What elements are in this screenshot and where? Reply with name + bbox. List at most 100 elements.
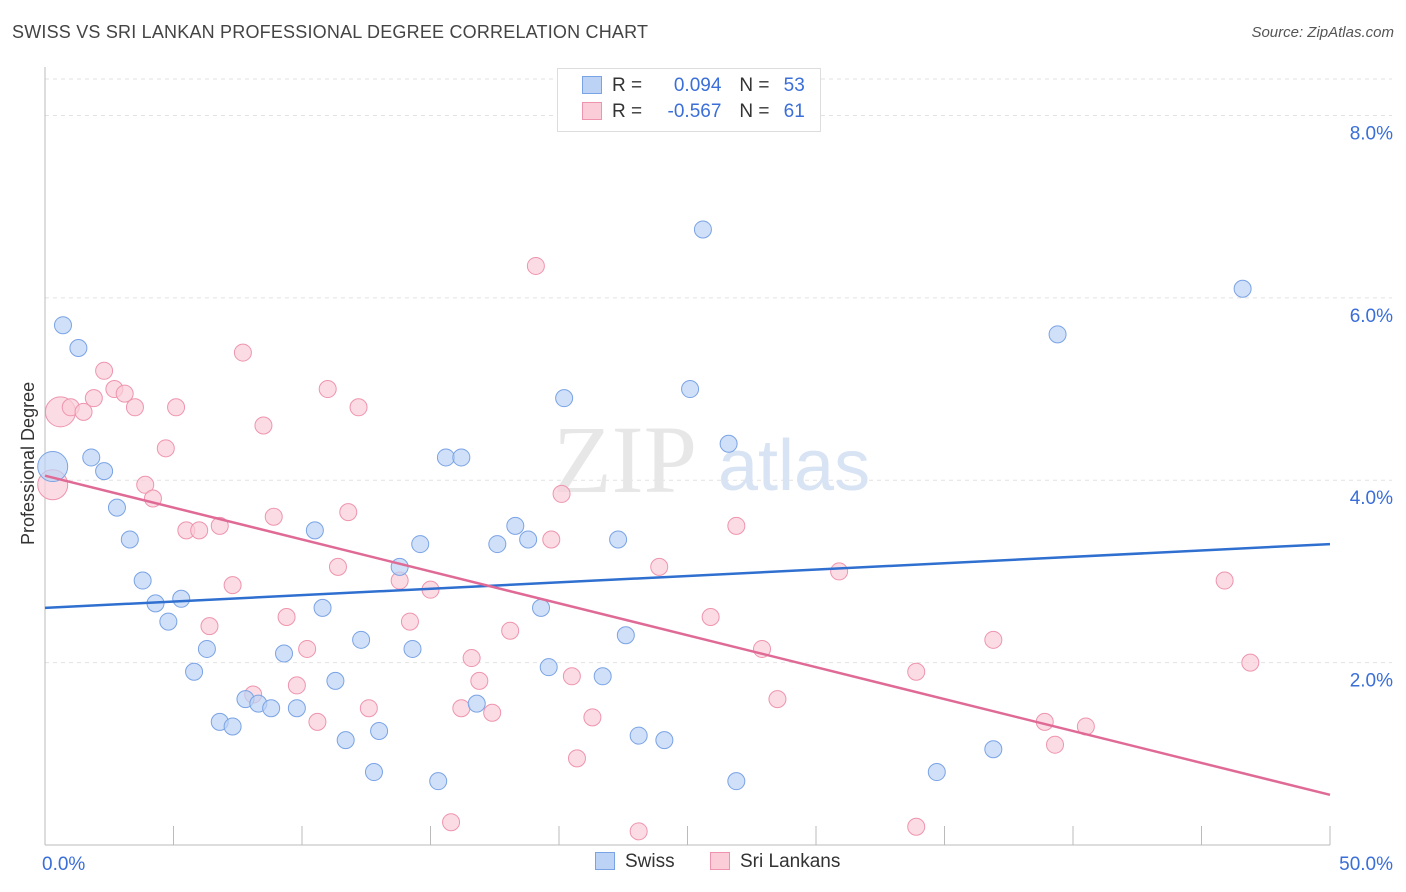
watermark-atlas: atlas <box>718 426 870 506</box>
n-value: 53 <box>783 75 805 96</box>
srilankan-point <box>233 343 252 362</box>
srilankan-point <box>136 475 155 494</box>
legend-item-swiss[interactable]: Swiss <box>595 851 675 873</box>
y-tick-label: 8.0% <box>1350 123 1393 144</box>
srilankan-point <box>277 608 296 627</box>
srilankan-point <box>830 562 849 581</box>
srilankan-point <box>318 380 337 399</box>
srilankan-point <box>254 416 273 435</box>
swiss-point <box>984 740 1003 759</box>
swiss-point <box>223 717 242 736</box>
swiss-points <box>37 220 1252 791</box>
correlation-legend: R = 0.094 N = 53 R = -0.567 N = 61 <box>557 68 821 132</box>
r-label: R = <box>612 101 643 122</box>
x-tick-label: 50.0% <box>1339 854 1393 875</box>
r-value: -0.567 <box>667 101 722 122</box>
srilankan-point <box>650 557 669 576</box>
swiss-trend-line <box>44 542 1331 610</box>
swiss-point <box>506 516 525 535</box>
swiss-point <box>629 726 648 745</box>
srilankan-point <box>701 608 720 627</box>
y-tick-label: 2.0% <box>1350 671 1393 692</box>
swiss-point <box>287 699 306 718</box>
swiss-point <box>326 671 345 690</box>
swiss-point <box>1048 325 1067 344</box>
srilankan-point <box>298 639 317 658</box>
y-axis-label: Professional Degree <box>18 381 38 545</box>
legend-row-srilankans: R = -0.567 N = 61 <box>582 101 805 127</box>
swiss-point <box>133 571 152 590</box>
srilankan-point <box>156 439 175 458</box>
swiss-point <box>429 772 448 791</box>
swiss-point <box>313 598 332 617</box>
swiss-point <box>693 220 712 239</box>
srilankan-point <box>452 699 471 718</box>
swiss-point <box>275 644 294 663</box>
srilankan-point <box>442 813 461 832</box>
swiss-point <box>120 530 139 549</box>
srilankan-point <box>84 389 103 408</box>
swiss-point <box>519 530 538 549</box>
srilankan-point <box>462 649 481 668</box>
swiss-point <box>488 535 507 554</box>
swiss-point <box>411 535 430 554</box>
chart-title: SWISS VS SRI LANKAN PROFESSIONAL DEGREE … <box>12 22 649 42</box>
srilankan-point <box>542 530 561 549</box>
srilankan-point <box>287 676 306 695</box>
y-tick-label: 4.0% <box>1350 488 1393 509</box>
swiss-point <box>82 448 101 467</box>
series-legend: Swiss Sri Lankans <box>0 851 1406 877</box>
swiss-point <box>593 667 612 686</box>
srilankans-trend-line <box>44 474 1331 797</box>
swiss-point <box>467 694 486 713</box>
n-label: N = <box>739 101 770 122</box>
srilankan-point <box>190 521 209 540</box>
swiss-point <box>532 598 551 617</box>
srilankan-point <box>984 630 1003 649</box>
swiss-point <box>370 722 389 741</box>
swiss-point <box>107 498 126 517</box>
legend-label-swiss: Swiss <box>625 851 675 872</box>
swiss-point <box>1233 279 1252 298</box>
swiss-swatch <box>582 76 602 94</box>
srilankan-point <box>768 690 787 709</box>
srilankan-point <box>907 662 926 681</box>
srilankan-point <box>501 621 520 640</box>
srilankan-point <box>907 817 926 836</box>
tick-labels: 2.0% 4.0% 6.0% 8.0% 0.0% 50.0% <box>42 123 1393 875</box>
srilankans-swatch <box>710 852 730 870</box>
srilankan-point <box>400 612 419 631</box>
swiss-point <box>197 639 216 658</box>
watermark: ZIP atlas <box>553 406 870 513</box>
srilankan-point <box>74 402 93 421</box>
swiss-point <box>436 448 455 467</box>
srilankan-point <box>483 703 502 722</box>
srilankan-point <box>359 699 378 718</box>
trend-lines <box>44 474 1331 797</box>
swiss-point <box>403 639 422 658</box>
srilankan-point <box>210 516 229 535</box>
srilankan-point <box>1215 571 1234 590</box>
srilankan-point <box>125 398 144 417</box>
swiss-point <box>727 772 746 791</box>
swiss-point <box>69 339 88 358</box>
watermark-zip: ZIP <box>553 406 697 513</box>
swiss-point <box>616 626 635 645</box>
swiss-point <box>159 612 178 631</box>
swiss-point <box>37 451 69 483</box>
swiss-point <box>53 316 72 335</box>
swiss-point <box>681 380 700 399</box>
srilankan-point <box>349 398 368 417</box>
source-label: Source: ZipAtlas.com <box>1251 24 1394 41</box>
legend-item-srilankans[interactable]: Sri Lankans <box>710 851 840 873</box>
swiss-point <box>655 731 674 750</box>
legend-row-swiss: R = 0.094 N = 53 <box>582 75 805 101</box>
srilankan-point <box>727 516 746 535</box>
swiss-point <box>336 731 355 750</box>
swiss-point <box>364 763 383 782</box>
swiss-point <box>452 448 471 467</box>
swiss-point <box>609 530 628 549</box>
srilankan-point <box>167 398 186 417</box>
srilankan-point <box>562 667 581 686</box>
